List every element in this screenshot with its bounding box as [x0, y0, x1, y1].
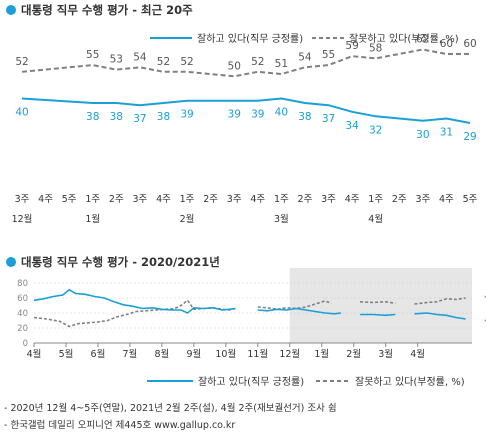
data-label-negative: 54: [298, 51, 312, 63]
series-line-positive: [360, 313, 396, 317]
y-tick-label: 0: [23, 339, 28, 349]
y-tick-label: 80: [17, 279, 28, 289]
x-tick-week: 3주: [321, 194, 336, 205]
x-tick-month: 1월: [85, 213, 100, 225]
data-label-positive: 39: [180, 109, 193, 121]
x-tick-month: 7월: [123, 348, 138, 360]
x-tick-week: 1주: [368, 194, 383, 205]
x-tick-month: 2월: [346, 348, 361, 360]
x-tick-month: 6월: [91, 348, 106, 360]
chart-title: 대통령 직무 수행 평가 - 최근 20주: [21, 3, 193, 17]
data-label-negative: 52: [15, 56, 28, 68]
x-tick-week: 4주: [250, 194, 265, 205]
legend-label-negative: 잘못하고 있다(부정률, %): [355, 375, 465, 388]
data-label-positive: 39: [251, 109, 264, 121]
x-tick-week: 5주: [463, 194, 478, 205]
data-label-positive: 31: [440, 127, 453, 139]
x-tick-week: 1주: [274, 194, 289, 205]
x-tick-week: 3주: [227, 194, 242, 205]
data-label-negative: 52: [251, 56, 264, 68]
data-label-positive: 40: [275, 107, 288, 119]
series-line-negative: [414, 297, 466, 305]
data-label-positive: 38: [86, 111, 99, 123]
x-tick-month: 1월: [314, 348, 329, 360]
data-label-negative: 60: [440, 38, 453, 50]
x-tick-month: 12월: [279, 348, 300, 360]
x-tick-week: 2주: [298, 194, 313, 205]
data-label-negative: 58: [369, 42, 382, 54]
legend-label-positive: 잘하고 있다(직무 긍정률): [197, 32, 303, 45]
chart-title: 대통령 직무 수행 평가 - 2020/2021년: [21, 255, 220, 269]
y-tick-label: 60: [17, 294, 28, 304]
x-tick-week: 2주: [392, 194, 407, 205]
x-tick-week: 2주: [203, 194, 218, 205]
series-line-positive: [33, 288, 236, 314]
data-label-positive: 40: [15, 107, 28, 119]
legend-label-positive: 잘하고 있다(직무 긍정률): [198, 375, 304, 388]
data-label-negative: 55: [86, 49, 99, 61]
data-label-negative: 62: [416, 34, 429, 46]
data-label-positive: 29: [463, 131, 476, 143]
series-line-positive: [414, 312, 466, 320]
series-line-negative: [360, 300, 396, 305]
x-tick-month: 3월: [274, 213, 289, 225]
x-tick-week: 4주: [156, 194, 171, 205]
x-tick-week: 2주: [109, 194, 124, 205]
x-tick-week: 3주: [415, 194, 430, 205]
data-label-positive: 30: [416, 129, 429, 141]
data-label-negative: 54: [133, 51, 147, 63]
data-label-negative: 60: [463, 38, 476, 50]
data-label-negative: 50: [228, 60, 241, 72]
title-bullet-icon: [6, 257, 16, 267]
x-tick-month: 4월: [368, 213, 383, 225]
series-line-negative: [33, 299, 236, 328]
y-tick-label: 20: [17, 324, 28, 334]
data-label-positive: 32: [369, 124, 382, 136]
x-tick-week: 4주: [345, 194, 360, 205]
data-label-positive: 38: [298, 111, 311, 123]
x-tick-week: 4주: [38, 194, 53, 205]
footnote: - 2020년 12월 4~5주(연말), 2021년 2월 2주(설), 4월…: [4, 402, 337, 414]
legend-label-negative: 잘못하고 있다(부정률, %): [349, 32, 459, 45]
data-label-negative: 52: [180, 56, 193, 68]
x-tick-week: 4주: [439, 194, 454, 205]
x-tick-week: 3주: [15, 194, 30, 205]
x-tick-week: 3주: [132, 194, 147, 205]
data-label-negative: 53: [110, 54, 123, 66]
x-tick-month: 3월: [378, 348, 393, 360]
data-label-positive: 37: [322, 113, 335, 125]
series-line-negative: [257, 300, 332, 311]
series-line-positive: [21, 97, 471, 124]
data-label-positive: 37: [133, 113, 146, 125]
x-tick-month: 5월: [59, 348, 74, 360]
data-label-positive: 38: [110, 111, 123, 123]
x-tick-month: 4월: [410, 348, 425, 360]
x-tick-month: 11월: [247, 348, 268, 360]
data-label-positive: 39: [228, 109, 241, 121]
x-tick-week: 5주: [62, 194, 77, 205]
x-tick-month: 8월: [154, 348, 169, 360]
x-tick-month: 10월: [215, 348, 236, 360]
x-tick-week: 1주: [85, 194, 100, 205]
x-tick-month: 12월: [12, 213, 33, 225]
data-label-negative: 51: [275, 58, 288, 70]
shaded-period: [289, 268, 472, 343]
footnote: - 한국갤럽 데일리 오피니언 제445호 www.gallup.co.kr: [4, 419, 235, 431]
y-tick-label: 40: [17, 309, 28, 319]
x-tick-month: 9월: [186, 348, 201, 360]
data-label-positive: 38: [157, 111, 170, 123]
title-bullet-icon: [6, 5, 16, 15]
x-tick-week: 1주: [180, 194, 195, 205]
data-label-negative: 52: [157, 56, 170, 68]
series-line-positive: [257, 307, 341, 315]
data-label-negative: 55: [322, 49, 335, 61]
x-tick-month: 4월: [27, 348, 42, 360]
data-label-positive: 34: [345, 120, 359, 132]
series-line-negative: [21, 48, 470, 78]
x-tick-month: 2월: [180, 213, 195, 225]
data-label-negative: 59: [345, 40, 358, 52]
